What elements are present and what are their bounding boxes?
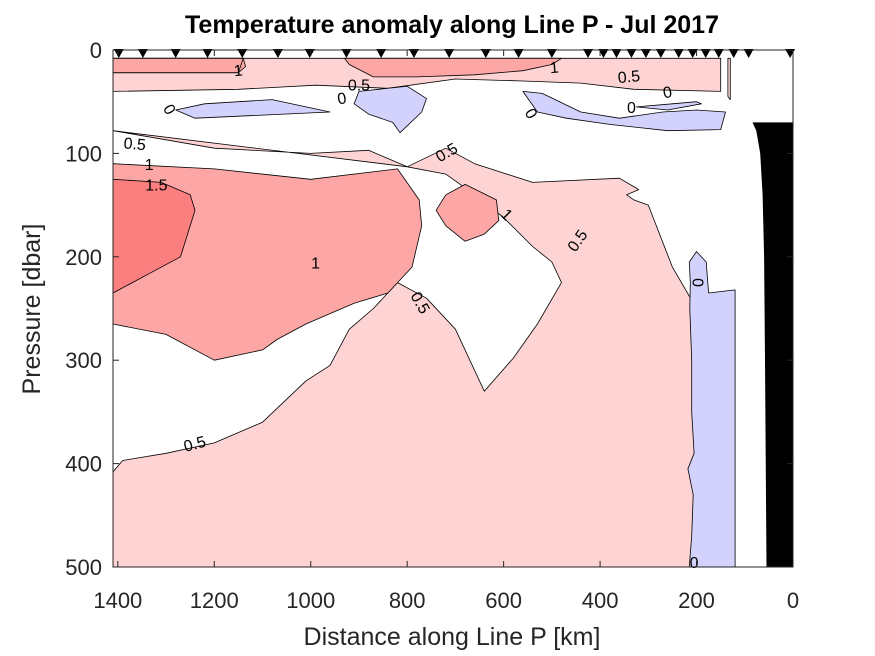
y-tick-label: 100 — [65, 141, 102, 166]
y-tick-label: 400 — [65, 452, 102, 477]
station-marker — [408, 49, 419, 58]
station-marker — [513, 49, 524, 58]
contour-region-neg — [353, 85, 427, 134]
x-tick-label: 1400 — [93, 588, 142, 613]
contour-region-1p5 — [113, 178, 196, 294]
contour-label: 0.5 — [617, 68, 641, 87]
station-marker — [170, 49, 181, 58]
station-marker — [673, 49, 684, 58]
station-marker — [272, 49, 283, 58]
contour-region-1 — [113, 57, 244, 74]
station-marker — [376, 49, 387, 58]
contour-label: 0 — [688, 278, 705, 287]
contour-label: 0 — [690, 555, 699, 572]
station-marker — [640, 49, 651, 58]
contour-region-neg — [175, 99, 331, 119]
contour-label: 1 — [549, 59, 559, 77]
bathymetry-region — [752, 122, 793, 567]
contour-region-1 — [435, 183, 500, 242]
station-marker — [202, 49, 213, 58]
x-tick-label: 0 — [787, 588, 799, 613]
contour-label: 1 — [145, 157, 154, 174]
x-tick-label: 200 — [678, 588, 715, 613]
station-marker — [655, 49, 666, 58]
contour-region-neg — [687, 251, 736, 567]
contour-label: 0.5 — [348, 77, 370, 94]
station-marker — [113, 49, 124, 58]
station-marker — [713, 49, 724, 58]
station-marker — [626, 49, 637, 58]
station-marker — [480, 49, 491, 58]
contour-region-1 — [344, 57, 562, 78]
y-tick-label: 500 — [65, 555, 102, 580]
y-tick-label: 200 — [65, 245, 102, 270]
station-marker — [304, 49, 315, 58]
y-axis-label: Pressure [dbar] — [18, 224, 46, 395]
contour-label: 0.5 — [123, 135, 147, 154]
station-marker — [546, 49, 557, 58]
y-tick-label: 0 — [90, 38, 102, 63]
contour-region-neg — [522, 91, 726, 132]
chart-title: Temperature anomaly along Line P - Jul 2… — [185, 11, 719, 39]
station-marker — [137, 49, 148, 58]
station-marker — [700, 49, 711, 58]
contour-label: 1 — [311, 255, 320, 272]
station-marker — [237, 49, 248, 58]
x-tick-label: 600 — [485, 588, 522, 613]
x-tick-label: 1200 — [190, 588, 239, 613]
y-tick-label: 300 — [65, 348, 102, 373]
station-marker — [611, 49, 622, 58]
station-marker — [728, 49, 739, 58]
station-marker — [743, 49, 754, 58]
contour-region-0p5 — [727, 57, 731, 100]
x-tick-label: 400 — [582, 588, 619, 613]
contour-label: 1 — [233, 63, 243, 81]
contour-label: 0 — [336, 90, 348, 108]
contour-label: 1.5 — [145, 178, 167, 195]
contour-regions — [113, 57, 793, 567]
x-axis-label: Distance along Line P [km] — [304, 623, 601, 651]
x-axis-ticks: 1400 1200 1000 800 600 400 200 0 — [93, 50, 799, 613]
station-marker — [444, 49, 455, 58]
station-marker — [598, 49, 609, 58]
station-marker — [341, 49, 352, 58]
x-tick-label: 800 — [389, 588, 426, 613]
contour-label: 0 — [662, 84, 674, 102]
contour-label: 0 — [627, 100, 636, 117]
station-marker — [583, 49, 594, 58]
contour-label: 0.5 — [182, 434, 208, 456]
x-tick-label: 1000 — [286, 588, 335, 613]
contour-region-0p5 — [113, 130, 722, 567]
contour-region-neg — [635, 101, 702, 111]
station-marker — [687, 49, 698, 58]
axes-frame — [112, 49, 794, 568]
